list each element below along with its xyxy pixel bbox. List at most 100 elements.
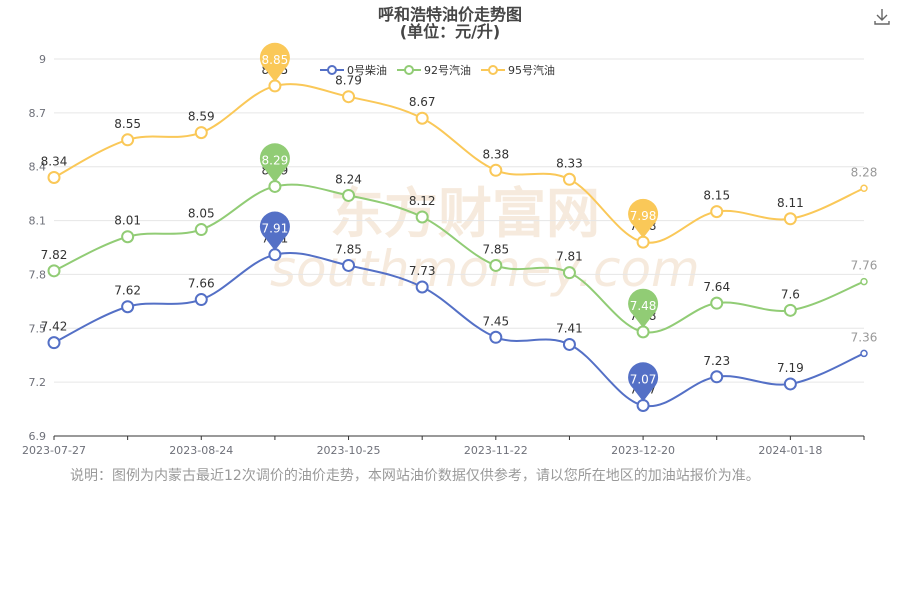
data-point bbox=[268, 248, 282, 262]
data-label: 8.24 bbox=[335, 172, 362, 186]
data-point bbox=[268, 79, 282, 93]
marker-pin-label: 7.07 bbox=[630, 372, 657, 386]
data-label: 7.36 bbox=[851, 330, 878, 344]
download-icon[interactable] bbox=[872, 6, 892, 26]
y-tick-label: 8.7 bbox=[29, 107, 47, 120]
data-label: 8.55 bbox=[114, 117, 141, 131]
data-point bbox=[47, 170, 61, 184]
data-point bbox=[194, 126, 208, 140]
data-label: 8.11 bbox=[777, 196, 804, 210]
x-tick-label: 2023-12-20 bbox=[611, 444, 675, 457]
data-label: 8.28 bbox=[851, 165, 878, 179]
series bbox=[47, 79, 868, 412]
data-label: 7.41 bbox=[556, 321, 583, 335]
marker-pin-label: 7.48 bbox=[630, 299, 657, 313]
x-tick-label: 2023-10-25 bbox=[317, 444, 381, 457]
data-label: 7.85 bbox=[482, 242, 509, 256]
data-point bbox=[562, 337, 576, 351]
data-point bbox=[860, 184, 868, 193]
legend-label-diesel0: 0号柴油 bbox=[347, 64, 387, 77]
data-point bbox=[415, 210, 429, 224]
data-point bbox=[342, 258, 356, 272]
y-tick-label: 8.1 bbox=[29, 215, 47, 228]
data-point bbox=[562, 266, 576, 280]
legend-swatch-diesel0 bbox=[320, 65, 344, 75]
data-label: 7.81 bbox=[556, 250, 583, 264]
data-label: 7.19 bbox=[777, 361, 804, 375]
data-label: 7.66 bbox=[188, 277, 215, 291]
y-tick-label: 8.4 bbox=[29, 161, 47, 174]
y-tick-label: 9 bbox=[39, 53, 46, 66]
marker-pin-label: 7.91 bbox=[262, 222, 289, 236]
data-label: 7.62 bbox=[114, 284, 141, 298]
legend-swatch-gas92 bbox=[397, 65, 421, 75]
y-tick-label: 7.2 bbox=[29, 376, 47, 389]
x-tick-label: 2023-11-22 bbox=[464, 444, 528, 457]
legend-item-gas92[interactable]: 92号汽油 bbox=[397, 62, 471, 78]
marker-pin-label: 8.29 bbox=[262, 153, 289, 167]
y-tick-label: 6.9 bbox=[29, 430, 47, 443]
data-label: 7.85 bbox=[335, 242, 362, 256]
legend-item-diesel0[interactable]: 0号柴油 bbox=[320, 62, 387, 78]
data-label: 8.67 bbox=[409, 95, 436, 109]
legend-label-gas92: 92号汽油 bbox=[424, 64, 471, 77]
data-label: 8.01 bbox=[114, 214, 141, 228]
chart-legend: 0号柴油 92号汽油 95号汽油 bbox=[320, 62, 555, 78]
data-label: 7.23 bbox=[703, 354, 730, 368]
data-point bbox=[47, 336, 61, 350]
data-point bbox=[860, 277, 868, 286]
data-point bbox=[710, 370, 724, 384]
marker-pin bbox=[259, 143, 290, 183]
data-point bbox=[710, 205, 724, 219]
data-label: 7.82 bbox=[41, 248, 68, 262]
marker-pin bbox=[259, 42, 290, 82]
legend-label-gas95: 95号汽油 bbox=[508, 64, 555, 77]
data-label: 7.64 bbox=[703, 280, 730, 294]
data-label: 8.12 bbox=[409, 194, 436, 208]
data-point bbox=[268, 179, 282, 193]
watermark-url: southmoney.com bbox=[270, 240, 700, 298]
marker-pin-label: 7.98 bbox=[630, 209, 657, 223]
data-label: 8.38 bbox=[482, 147, 509, 161]
data-label: 7.73 bbox=[409, 264, 436, 278]
data-point bbox=[489, 258, 503, 272]
data-point bbox=[121, 133, 135, 147]
chart-title: 呼和浩特油价走势图 bbox=[377, 5, 522, 24]
data-point bbox=[636, 325, 650, 339]
legend-swatch-gas95 bbox=[481, 65, 505, 75]
data-point bbox=[783, 303, 797, 317]
data-label: 8.34 bbox=[41, 154, 68, 168]
marker-pin-label: 8.85 bbox=[262, 53, 289, 67]
data-label: 8.05 bbox=[188, 207, 215, 221]
data-label: 8.79 bbox=[335, 74, 362, 88]
data-point bbox=[710, 296, 724, 310]
data-point bbox=[489, 330, 503, 344]
grid bbox=[54, 58, 864, 383]
watermark: 东方财富网 southmoney.com bbox=[270, 182, 700, 298]
x-tick-label: 2023-08-24 bbox=[169, 444, 233, 457]
legend-item-gas95[interactable]: 95号汽油 bbox=[481, 62, 555, 78]
data-point bbox=[194, 293, 208, 307]
data-label: 8.33 bbox=[556, 156, 583, 170]
data-point bbox=[47, 264, 61, 278]
data-label: 7.45 bbox=[482, 314, 509, 328]
data-point bbox=[415, 280, 429, 294]
x-tick-label: 2024-01-18 bbox=[758, 444, 822, 457]
y-tick-label: 7.8 bbox=[29, 268, 47, 281]
y-tick-label: 7.5 bbox=[29, 322, 47, 335]
chart-note: 说明：图例为内蒙古最近12次调价的油价走势，本网站油价数据仅供参考，请以您所在地… bbox=[70, 468, 760, 484]
data-point bbox=[783, 212, 797, 226]
data-point bbox=[121, 300, 135, 314]
marker-pin bbox=[628, 198, 659, 239]
data-point bbox=[636, 398, 650, 412]
markers: 7.91 7.07 8.29 7.48 8.85 7.98 bbox=[259, 42, 659, 402]
marker-pin bbox=[628, 362, 659, 402]
data-label: 7.6 bbox=[781, 287, 800, 301]
data-label: 8.15 bbox=[703, 189, 730, 203]
x-tick-label: 2023-07-27 bbox=[22, 444, 86, 457]
data-point bbox=[562, 172, 576, 186]
marker-pin bbox=[628, 288, 659, 328]
data-label: 7.76 bbox=[851, 259, 878, 273]
data-point bbox=[121, 230, 135, 244]
